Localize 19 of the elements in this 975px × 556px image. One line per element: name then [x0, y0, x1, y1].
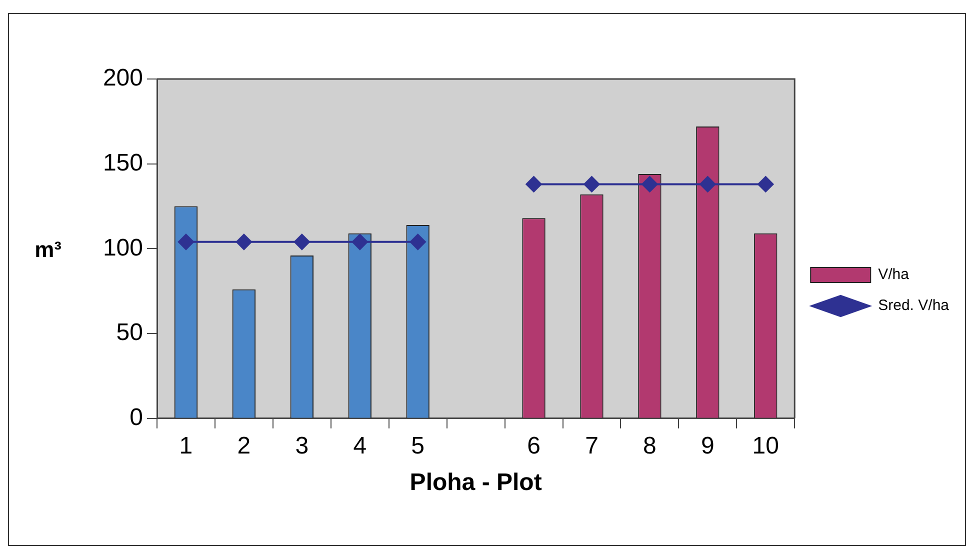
x-tick-label: 2	[237, 432, 251, 460]
y-tick-label: 200	[102, 64, 143, 92]
x-tick-label: 7	[585, 432, 598, 460]
y-tick-label: 50	[116, 319, 143, 346]
x-tick-label: 1	[179, 432, 193, 460]
x-tick-label: 9	[700, 432, 714, 460]
x-tick-label: 4	[353, 432, 367, 460]
legend-label: V/ha	[878, 266, 910, 284]
x-tick-label: 6	[527, 432, 540, 460]
x-axis-title: Ploha - Plot	[410, 469, 542, 496]
legend-label: Sred. V/ha	[878, 297, 950, 314]
x-tick-label: 5	[411, 432, 425, 460]
x-tick-label: 10	[752, 432, 779, 460]
x-tick-label: 8	[643, 432, 656, 460]
y-axis-title: m³	[34, 236, 62, 262]
x-tick-label: 3	[295, 432, 309, 460]
y-tick-label: 150	[102, 149, 143, 176]
y-tick-label: 100	[102, 234, 143, 262]
y-tick-label: 0	[130, 404, 143, 432]
